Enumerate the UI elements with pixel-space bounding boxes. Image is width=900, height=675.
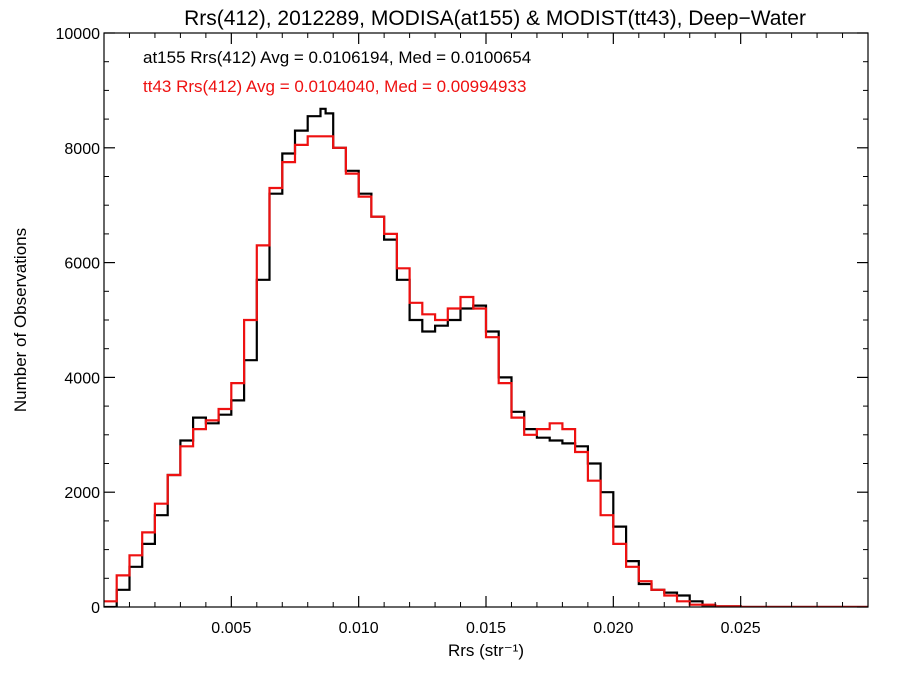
series-line-1: [104, 135, 868, 607]
y-tick-label: 10000: [56, 26, 101, 43]
y-axis-label: Number of Observations: [11, 228, 30, 412]
annotation-tt43: tt43 Rrs(412) Avg = 0.0104040, Med = 0.0…: [143, 77, 526, 96]
x-tick-label: 0.005: [211, 620, 251, 637]
plot-area: [103, 32, 869, 608]
y-tick-label: 0: [91, 600, 100, 617]
axis-ticks: 0.005 0.010 0.015 0.020 0.025 0 2000 4000 6000 80…: [56, 26, 868, 637]
chart-title: Rrs(412), 2012289, MODISA(at155) & MODIS…: [184, 7, 806, 30]
series-line-0: [104, 107, 868, 607]
x-tick-label: 0.015: [466, 620, 506, 637]
x-tick-label: 0.025: [721, 620, 761, 637]
x-tick-label: 0.020: [593, 620, 633, 637]
y-tick-label: 6000: [64, 256, 100, 273]
y-tick-label: 8000: [64, 141, 100, 158]
y-tick-label: 2000: [64, 485, 100, 502]
y-tick-label: 4000: [64, 370, 100, 387]
x-tick-label: 0.010: [339, 620, 379, 637]
x-axis-label: Rrs (str⁻¹): [448, 641, 524, 660]
annotation-at155: at155 Rrs(412) Avg = 0.0106194, Med = 0.…: [143, 48, 531, 67]
